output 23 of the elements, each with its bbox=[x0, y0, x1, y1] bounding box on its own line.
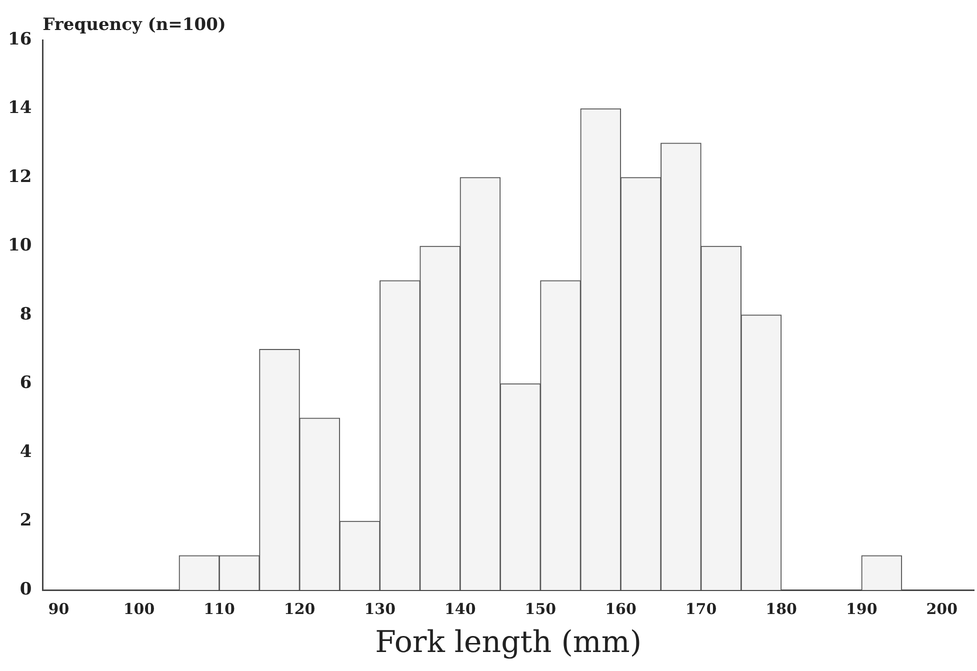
x-tick-label: 200 bbox=[926, 600, 958, 618]
x-tick-label: 90 bbox=[48, 600, 70, 618]
x-tick-label: 100 bbox=[123, 600, 155, 618]
y-tick-label: 4 bbox=[20, 442, 32, 462]
x-tick-label: 180 bbox=[766, 600, 797, 618]
y-tick-label: 6 bbox=[20, 373, 32, 394]
y-tick-label: 10 bbox=[8, 236, 32, 256]
y-tick-label: 8 bbox=[20, 304, 32, 324]
x-tick-label: 110 bbox=[204, 600, 235, 618]
x-tick-label: 150 bbox=[524, 600, 556, 618]
x-axis-title: Fork length (mm) bbox=[375, 624, 642, 660]
x-tick-label: 130 bbox=[364, 600, 396, 618]
y-tick-label: 16 bbox=[8, 29, 32, 50]
y-tick-label: 14 bbox=[8, 98, 32, 118]
y-axis-title: Frequency (n=100) bbox=[42, 14, 226, 35]
x-tick-label: 190 bbox=[846, 600, 878, 618]
x-tick-label: 160 bbox=[605, 600, 636, 618]
y-tick-label: 12 bbox=[8, 166, 32, 187]
x-tick-label: 140 bbox=[444, 600, 476, 618]
y-tick-label: 2 bbox=[20, 510, 32, 531]
x-tick-label: 170 bbox=[685, 600, 717, 618]
y-tick-label: 0 bbox=[20, 579, 32, 600]
x-tick-label: 120 bbox=[284, 600, 316, 618]
